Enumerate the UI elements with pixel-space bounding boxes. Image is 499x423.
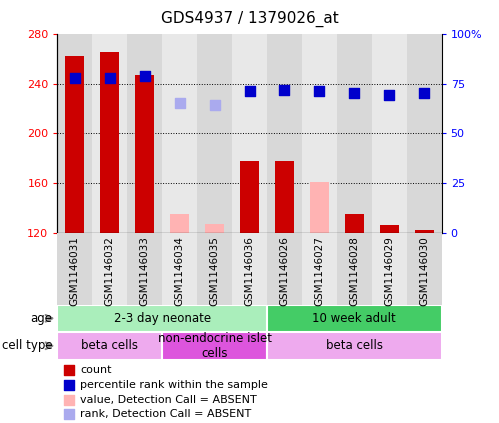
Bar bbox=[310, 182, 329, 233]
Bar bbox=[205, 224, 224, 233]
Text: beta cells: beta cells bbox=[81, 339, 138, 352]
Text: GSM1146034: GSM1146034 bbox=[175, 236, 185, 306]
Point bbox=[65, 396, 73, 403]
Point bbox=[246, 88, 253, 95]
Bar bbox=[127, 34, 162, 233]
Bar bbox=[267, 305, 442, 332]
Bar bbox=[127, 233, 162, 305]
Bar bbox=[135, 75, 154, 233]
Text: beta cells: beta cells bbox=[326, 339, 383, 352]
Bar bbox=[197, 34, 232, 233]
Text: GSM1146029: GSM1146029 bbox=[384, 236, 394, 306]
Bar bbox=[372, 233, 407, 305]
Text: age: age bbox=[30, 312, 52, 325]
Point bbox=[211, 102, 219, 109]
Bar bbox=[162, 34, 197, 233]
Point bbox=[315, 88, 323, 95]
Bar bbox=[57, 332, 162, 360]
Point bbox=[420, 90, 428, 97]
Bar bbox=[267, 233, 302, 305]
Text: value, Detection Call = ABSENT: value, Detection Call = ABSENT bbox=[80, 395, 257, 404]
Bar bbox=[65, 56, 84, 233]
Text: count: count bbox=[80, 365, 112, 375]
Point bbox=[280, 86, 288, 93]
Bar bbox=[267, 332, 442, 360]
Point bbox=[65, 366, 73, 374]
Point bbox=[106, 74, 114, 81]
Bar bbox=[197, 233, 232, 305]
Bar bbox=[57, 34, 92, 233]
Text: GSM1146036: GSM1146036 bbox=[245, 236, 254, 306]
Bar bbox=[337, 233, 372, 305]
Point bbox=[141, 72, 149, 79]
Text: GSM1146033: GSM1146033 bbox=[140, 236, 150, 306]
Point bbox=[385, 92, 393, 99]
Bar bbox=[415, 230, 434, 233]
Point bbox=[71, 74, 79, 81]
Bar bbox=[162, 332, 267, 360]
Bar bbox=[232, 233, 267, 305]
Text: GSM1146032: GSM1146032 bbox=[105, 236, 115, 306]
Text: GSM1146030: GSM1146030 bbox=[419, 236, 429, 306]
Text: 2-3 day neonate: 2-3 day neonate bbox=[114, 312, 211, 325]
Bar bbox=[407, 233, 442, 305]
Bar bbox=[372, 34, 407, 233]
Bar bbox=[100, 52, 119, 233]
Text: non-endocrine islet
cells: non-endocrine islet cells bbox=[158, 332, 271, 360]
Bar bbox=[57, 305, 267, 332]
Text: GSM1146031: GSM1146031 bbox=[70, 236, 80, 306]
Bar bbox=[337, 34, 372, 233]
Bar bbox=[240, 161, 259, 233]
Text: GSM1146035: GSM1146035 bbox=[210, 236, 220, 306]
Text: cell type: cell type bbox=[2, 339, 52, 352]
Text: percentile rank within the sample: percentile rank within the sample bbox=[80, 380, 268, 390]
Bar bbox=[92, 233, 127, 305]
Text: GSM1146027: GSM1146027 bbox=[314, 236, 324, 306]
Bar bbox=[170, 214, 189, 233]
Bar bbox=[92, 34, 127, 233]
Bar bbox=[275, 161, 294, 233]
Text: 10 week adult: 10 week adult bbox=[312, 312, 396, 325]
Bar bbox=[267, 34, 302, 233]
Text: GSM1146026: GSM1146026 bbox=[279, 236, 289, 306]
Bar bbox=[407, 34, 442, 233]
Bar bbox=[345, 214, 364, 233]
Point bbox=[65, 382, 73, 388]
Point bbox=[65, 411, 73, 418]
Point bbox=[176, 100, 184, 107]
Bar bbox=[302, 34, 337, 233]
Point bbox=[350, 90, 358, 97]
Bar bbox=[232, 34, 267, 233]
Text: GSM1146028: GSM1146028 bbox=[349, 236, 359, 306]
Bar bbox=[162, 233, 197, 305]
Bar bbox=[380, 225, 399, 233]
Text: rank, Detection Call = ABSENT: rank, Detection Call = ABSENT bbox=[80, 409, 251, 419]
Text: GDS4937 / 1379026_at: GDS4937 / 1379026_at bbox=[161, 11, 338, 27]
Bar bbox=[302, 233, 337, 305]
Bar bbox=[57, 233, 92, 305]
